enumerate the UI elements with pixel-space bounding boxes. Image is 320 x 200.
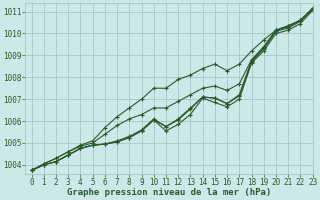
X-axis label: Graphe pression niveau de la mer (hPa): Graphe pression niveau de la mer (hPa) (67, 188, 271, 197)
